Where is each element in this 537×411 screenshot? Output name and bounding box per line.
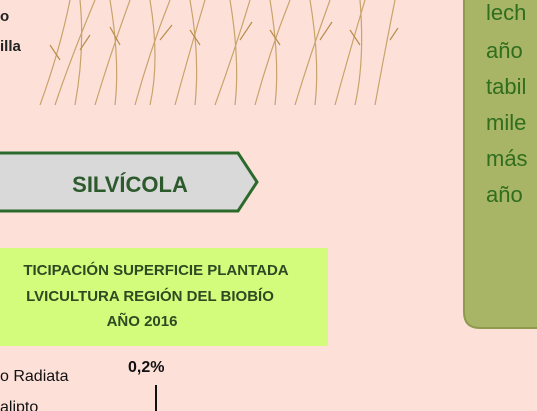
left-note-line: o [0,8,9,25]
wheat-illustration [40,0,398,105]
side-box-line: lech [486,0,526,25]
side-box-line: más [486,146,528,171]
canvas: o illa lech año tabil mile más año SILVÍ… [0,0,537,411]
chart-title-line: LVICULTURA REGIÓN DEL BIOBÍO [26,287,274,305]
page: o illa lech año tabil mile más año SILVÍ… [0,0,537,411]
legend-entry: alipto [0,399,38,411]
legend-entry: o Radiata [0,368,69,385]
side-box-line: año [486,38,523,63]
chart-title-line: AÑO 2016 [107,312,178,330]
side-box-line: año [486,182,523,207]
side-box-line: tabil [486,74,526,99]
left-note-line: illa [0,38,22,55]
annotation: 0,2% [128,359,164,376]
side-box-line: mile [486,110,526,135]
banner-label: SILVÍCOLA [72,172,188,197]
chart-title-line: TICIPACIÓN SUPERFICIE PLANTADA [23,261,288,279]
